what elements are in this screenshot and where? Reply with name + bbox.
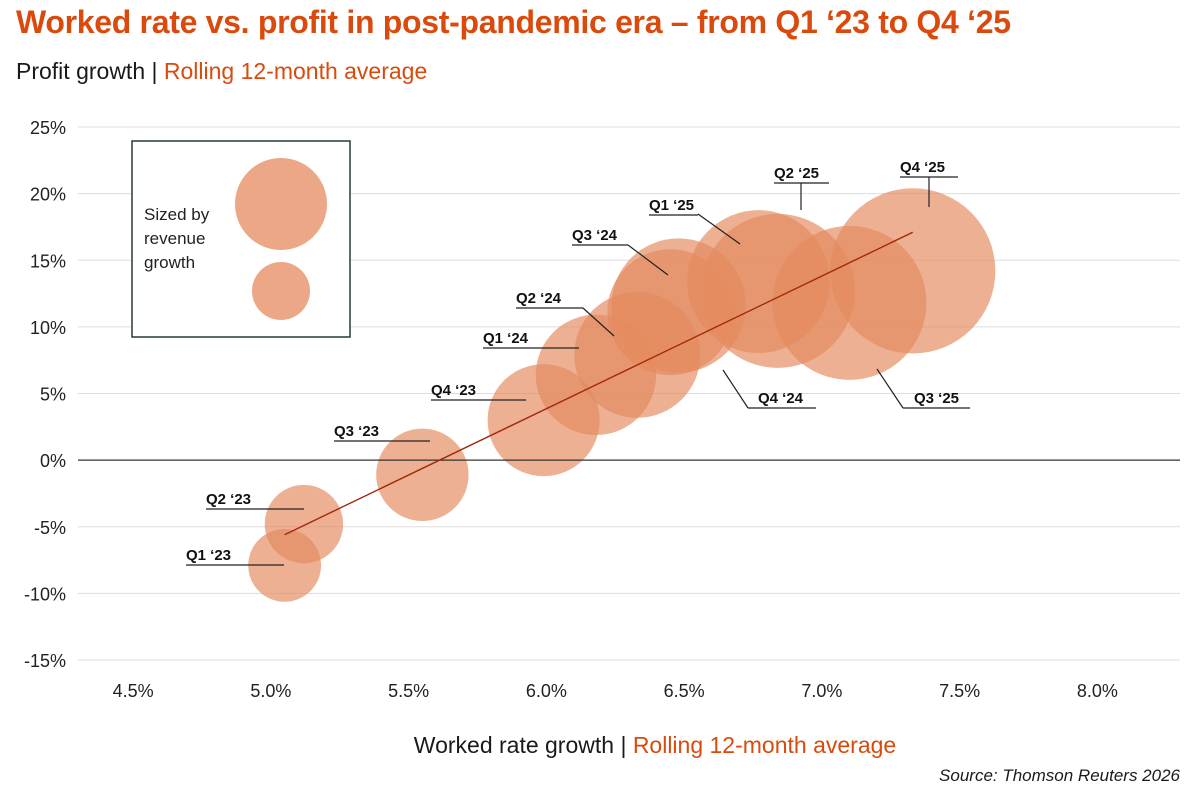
y-tick-label: 25% bbox=[30, 118, 66, 138]
x-axis-title-main: Worked rate growth | bbox=[413, 732, 633, 758]
legend-text-line: revenue bbox=[144, 229, 205, 248]
y-tick-label: 5% bbox=[40, 385, 66, 405]
bubble-q1-23 bbox=[248, 528, 322, 602]
x-axis-title-accent: Rolling 12-month average bbox=[632, 732, 897, 758]
legend-bubble-small bbox=[252, 262, 310, 320]
x-axis-title: Worked rate growth | Rolling 12-month av… bbox=[0, 732, 1196, 759]
x-tick-label: 7.5% bbox=[939, 681, 980, 701]
chart-subtitle: Profit growth | Rolling 12-month average bbox=[16, 58, 427, 85]
point-label: Q1 ‘25 bbox=[649, 197, 694, 214]
point-label: Q4 ‘24 bbox=[758, 390, 804, 407]
bubble-q4-23 bbox=[487, 364, 600, 477]
legend-bubble-large bbox=[235, 158, 327, 250]
leader-line bbox=[582, 307, 615, 337]
subtitle-main: Profit growth | bbox=[16, 58, 164, 84]
x-tick-label: 7.0% bbox=[801, 681, 842, 701]
chart-title: Worked rate vs. profit in post-pandemic … bbox=[16, 4, 1011, 40]
x-tick-label: 6.5% bbox=[664, 681, 705, 701]
point-label: Q3 ‘25 bbox=[914, 390, 959, 407]
point-label: Q4 ‘25 bbox=[900, 159, 945, 176]
leader-line bbox=[722, 369, 749, 409]
bubble-q3-23 bbox=[376, 428, 469, 521]
point-label: Q4 ‘23 bbox=[431, 382, 476, 399]
point-label: Q3 ‘23 bbox=[334, 423, 379, 440]
leader-line bbox=[627, 244, 669, 276]
x-tick-label: 5.5% bbox=[388, 681, 429, 701]
trend-line bbox=[284, 231, 914, 536]
legend-text-line: Sized by bbox=[144, 205, 210, 224]
source-note: Source: Thomson Reuters 2026 bbox=[939, 766, 1180, 785]
point-label: Q2 ‘25 bbox=[774, 165, 819, 182]
y-tick-label: 15% bbox=[30, 251, 66, 271]
point-label: Q3 ‘24 bbox=[572, 227, 618, 244]
leader-line bbox=[876, 368, 904, 409]
subtitle-accent: Rolling 12-month average bbox=[163, 58, 428, 84]
y-tick-label: 20% bbox=[30, 185, 66, 205]
legend-text-line: growth bbox=[144, 253, 195, 272]
point-label: Q2 ‘24 bbox=[516, 290, 562, 307]
y-tick-label: -10% bbox=[24, 584, 66, 604]
y-tick-label: -15% bbox=[24, 651, 66, 671]
y-tick-label: 10% bbox=[30, 318, 66, 338]
point-label: Q2 ‘23 bbox=[206, 491, 251, 508]
y-tick-label: -5% bbox=[34, 518, 66, 538]
x-tick-label: 6.0% bbox=[526, 681, 567, 701]
x-tick-label: 8.0% bbox=[1077, 681, 1118, 701]
x-tick-label: 5.0% bbox=[250, 681, 291, 701]
point-label: Q1 ‘23 bbox=[186, 547, 231, 564]
x-tick-label: 4.5% bbox=[113, 681, 154, 701]
point-label: Q1 ‘24 bbox=[483, 330, 529, 347]
y-tick-label: 0% bbox=[40, 451, 66, 471]
leader-line bbox=[697, 213, 741, 245]
